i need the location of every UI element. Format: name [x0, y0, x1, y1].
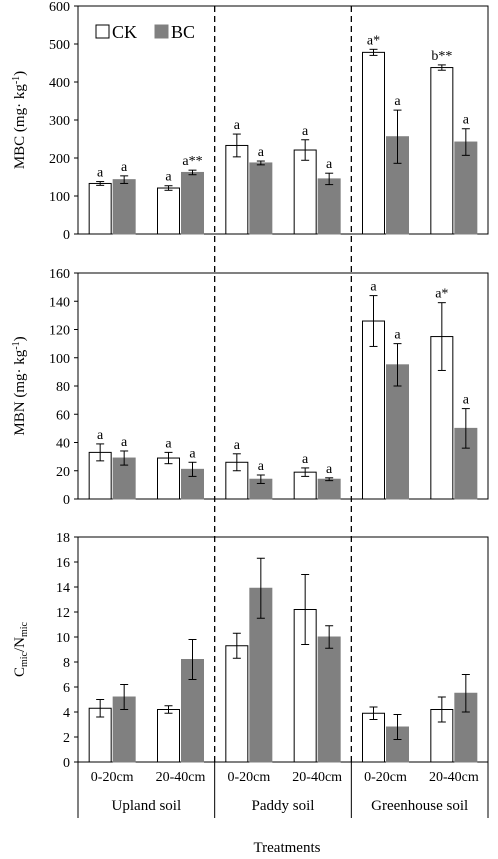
x-axis-title: Treatments: [254, 840, 321, 856]
depth-label: 20-40cm: [156, 770, 206, 785]
y-tick-label: 100: [49, 190, 70, 205]
y-tick-label: 600: [49, 0, 70, 15]
significance-label: a: [463, 393, 470, 408]
y-tick-label: 16: [56, 556, 70, 571]
significance-label: a*: [435, 287, 448, 302]
y-tick-label: 100: [49, 352, 70, 367]
bar-bc: [181, 171, 204, 235]
bar-ck: [362, 51, 385, 235]
significance-label: a: [97, 428, 104, 443]
significance-label: a: [394, 328, 401, 343]
y-tick-label: 80: [56, 380, 70, 395]
y-tick-label: 0: [63, 493, 70, 508]
significance-label: a: [97, 166, 104, 181]
significance-label: a: [302, 124, 309, 139]
y-tick-label: 0: [63, 756, 70, 771]
significance-label: a**: [182, 154, 202, 169]
significance-label: a: [121, 435, 128, 450]
panel-2: 0 20 40 60 80 100 120 140 160 MBN (mg· kg-1) a a a a a…: [11, 267, 489, 508]
y-tick-label: 20: [56, 465, 70, 480]
y-tick-label: 300: [49, 114, 70, 129]
y-axis-label: MBN (mg· kg-1): [11, 336, 28, 435]
plot-frame: [77, 536, 489, 763]
depth-label: 20-40cm: [429, 770, 479, 785]
panel-3: 0 2 4 6 8 10 12 14 16 18 Cmic/Nmic: [12, 531, 489, 771]
y-tick-label: 0: [63, 228, 70, 243]
group-label: Upland soil: [112, 798, 182, 814]
legend-label-bc: BC: [171, 22, 195, 42]
bar-ck: [157, 187, 180, 235]
significance-label: a: [370, 280, 377, 295]
bar-ck: [362, 712, 385, 763]
significance-label: a: [165, 170, 172, 185]
depth-label: 20-40cm: [292, 770, 342, 785]
y-tick-label: 60: [56, 408, 70, 423]
bar-ck: [225, 645, 249, 763]
plot-frame: [77, 5, 489, 235]
group-label: Greenhouse soil: [371, 798, 468, 814]
significance-label: a: [165, 436, 172, 451]
significance-label: a: [326, 462, 333, 477]
significance-label: a: [326, 157, 333, 172]
group-dividers: [214, 6, 352, 762]
bar-bc: [112, 179, 136, 235]
y-tick-label: 4: [63, 706, 70, 721]
panel-1: 0 100 200 300 400 500 600 MBC (mg· kg-1) a a a a** a…: [11, 0, 489, 243]
significance-label: a: [234, 438, 241, 453]
depth-label: 0-20cm: [227, 770, 270, 785]
y-tick-label: 18: [56, 531, 70, 546]
significance-label: a: [258, 145, 265, 160]
bar-ck: [293, 149, 317, 235]
significance-label: a: [258, 459, 265, 474]
x-axis: 0-20cm 20-40cm 0-20cm 20-40cm 0-20cm 20-40cm U…: [77, 762, 489, 818]
significance-label: a: [463, 113, 470, 128]
depth-label: 0-20cm: [91, 770, 134, 785]
bar-bc: [317, 178, 341, 235]
y-tick-label: 120: [49, 324, 70, 339]
y-tick-label: 200: [49, 152, 70, 167]
bar-ck: [362, 320, 385, 500]
legend: CK BC: [95, 22, 195, 42]
y-axis-label: MBC (mg· kg-1): [11, 71, 28, 169]
significance-label: a: [234, 118, 241, 133]
y-tick-label: 2: [63, 731, 70, 746]
bar-ck: [88, 182, 112, 235]
depth-label: 0-20cm: [364, 770, 407, 785]
significance-label: a*: [367, 33, 380, 48]
y-tick-label: 160: [49, 267, 70, 282]
bar-bc: [249, 162, 273, 235]
y-tick-label: 400: [49, 76, 70, 91]
y-axis-label: Cmic/Nmic: [12, 621, 30, 677]
bar-ck: [430, 67, 454, 235]
y-tick-label: 140: [49, 295, 70, 310]
bar-ck: [225, 144, 249, 235]
y-tick-label: 500: [49, 38, 70, 53]
legend-swatch-ck: [95, 24, 110, 39]
significance-label: b**: [431, 49, 452, 64]
y-tick-label: 40: [56, 437, 70, 452]
y-tick-label: 14: [56, 581, 70, 596]
bar-ck: [157, 709, 180, 763]
y-tick-label: 8: [63, 656, 70, 671]
bar-bc: [317, 478, 341, 500]
significance-label: a: [121, 160, 128, 175]
bar-bc: [317, 636, 341, 763]
significance-label: a: [302, 452, 309, 467]
legend-swatch-bc: [154, 24, 169, 39]
plot-frame: [77, 272, 489, 500]
group-label: Paddy soil: [252, 798, 315, 814]
y-tick-label: 10: [56, 631, 70, 646]
y-tick-label: 12: [56, 606, 70, 621]
legend-label-ck: CK: [112, 22, 137, 42]
significance-label: a: [189, 446, 196, 461]
y-tick-label: 6: [63, 681, 70, 696]
significance-label: a: [394, 94, 401, 109]
